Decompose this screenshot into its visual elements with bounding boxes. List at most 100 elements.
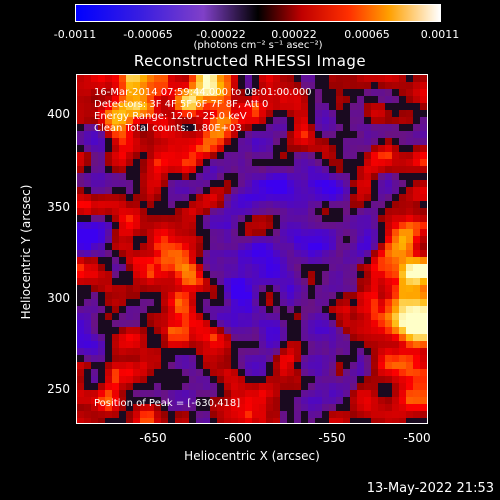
heatmap-cell	[392, 383, 400, 391]
heatmap-cell	[210, 89, 218, 97]
heatmap-cell	[175, 138, 183, 146]
heatmap-cell	[161, 418, 169, 423]
heatmap-cell	[77, 75, 85, 83]
heatmap-cell	[231, 145, 239, 153]
heatmap-cell	[231, 96, 239, 104]
heatmap-cell	[287, 236, 295, 244]
heatmap-cell	[350, 292, 358, 300]
heatmap-cell	[140, 117, 148, 125]
heatmap-cell	[105, 159, 113, 167]
heatmap-cell	[308, 187, 316, 195]
heatmap-cell	[203, 306, 211, 314]
heatmap-cell	[77, 201, 85, 209]
heatmap-cell	[168, 285, 176, 293]
heatmap-cell	[252, 376, 260, 384]
heatmap-cell	[77, 376, 85, 384]
heatmap-cell	[378, 383, 386, 391]
heatmap-cell	[126, 187, 134, 195]
heatmap-cell	[315, 376, 323, 384]
heatmap-cell	[322, 355, 330, 363]
heatmap-cell	[322, 243, 330, 251]
heatmap-cell	[133, 383, 141, 391]
heatmap-cell	[203, 215, 211, 223]
heatmap-cell	[210, 152, 218, 160]
heatmap-cell	[371, 159, 379, 167]
heatmap-cell	[364, 376, 372, 384]
heatmap-cell	[287, 306, 295, 314]
heatmap-cell	[119, 82, 127, 90]
heatmap-cell	[385, 264, 393, 272]
heatmap-cell	[98, 138, 106, 146]
heatmap-cell	[259, 152, 267, 160]
heatmap-cell	[364, 278, 372, 286]
heatmap-cell	[287, 348, 295, 356]
heatmap-cell	[217, 285, 225, 293]
heatmap-cell	[210, 124, 218, 132]
heatmap-cell	[154, 215, 162, 223]
heatmap-cell	[378, 201, 386, 209]
heatmap-cell	[77, 138, 85, 146]
heatmap-cell	[224, 292, 232, 300]
heatmap-cell	[399, 299, 407, 307]
heatmap-cell	[322, 96, 330, 104]
heatmap-cell	[399, 236, 407, 244]
heatmap-cell	[84, 278, 92, 286]
heatmap-cell	[203, 278, 211, 286]
heatmap-cell	[91, 138, 99, 146]
heatmap-cell	[224, 313, 232, 321]
heatmap-cell	[196, 89, 204, 97]
heatmap-cell	[203, 334, 211, 342]
heatmap-cell	[196, 82, 204, 90]
heatmap-cell	[287, 173, 295, 181]
heatmap-cell	[252, 124, 260, 132]
heatmap-cell	[147, 82, 155, 90]
heatmap-cell	[84, 236, 92, 244]
heatmap-cell	[77, 320, 85, 328]
heatmap-cell	[315, 383, 323, 391]
heatmap-cell	[301, 159, 309, 167]
heatmap-cell	[224, 278, 232, 286]
heatmap-cell	[203, 411, 211, 419]
heatmap-cell	[392, 215, 400, 223]
heatmap-cell	[322, 159, 330, 167]
heatmap-cell	[147, 320, 155, 328]
heatmap-cell	[406, 89, 414, 97]
heatmap-cell	[420, 222, 427, 230]
heatmap-cell	[336, 278, 344, 286]
heatmap-cell	[224, 145, 232, 153]
heatmap-cell	[91, 278, 99, 286]
heatmap-cell	[210, 285, 218, 293]
heatmap-cell	[392, 257, 400, 265]
heatmap-cell	[147, 313, 155, 321]
heatmap-cell	[259, 299, 267, 307]
heatmap-cell	[385, 369, 393, 377]
heatmap-cell	[350, 117, 358, 125]
heatmap-cell	[182, 180, 190, 188]
heatmap-cell	[210, 159, 218, 167]
heatmap-cell	[98, 82, 106, 90]
heatmap-cell	[154, 397, 162, 405]
heatmap-cell	[168, 341, 176, 349]
heatmap-cell	[420, 404, 427, 412]
heatmap-cell	[280, 404, 288, 412]
heatmap-cell	[168, 306, 176, 314]
heatmap-cell	[224, 355, 232, 363]
heatmap-cell	[196, 383, 204, 391]
heatmap-cell	[168, 327, 176, 335]
heatmap-cell	[294, 187, 302, 195]
heatmap-cell	[196, 96, 204, 104]
heatmap-cell	[259, 334, 267, 342]
heatmap-cell	[189, 278, 197, 286]
heatmap-cell	[98, 362, 106, 370]
heatmap-cell	[77, 313, 85, 321]
heatmap-cell	[259, 404, 267, 412]
heatmap-cell	[287, 411, 295, 419]
heatmap-cell	[287, 404, 295, 412]
heatmap-cell	[77, 96, 85, 104]
heatmap-cell	[252, 320, 260, 328]
heatmap-cell	[385, 243, 393, 251]
heatmap-cell	[343, 180, 351, 188]
heatmap-cell	[84, 264, 92, 272]
heatmap-cell	[336, 89, 344, 97]
heatmap-cell	[77, 355, 85, 363]
